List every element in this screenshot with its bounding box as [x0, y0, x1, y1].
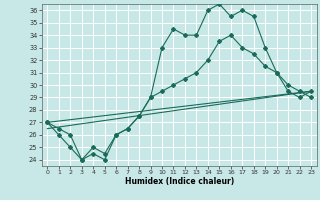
X-axis label: Humidex (Indice chaleur): Humidex (Indice chaleur): [124, 177, 234, 186]
